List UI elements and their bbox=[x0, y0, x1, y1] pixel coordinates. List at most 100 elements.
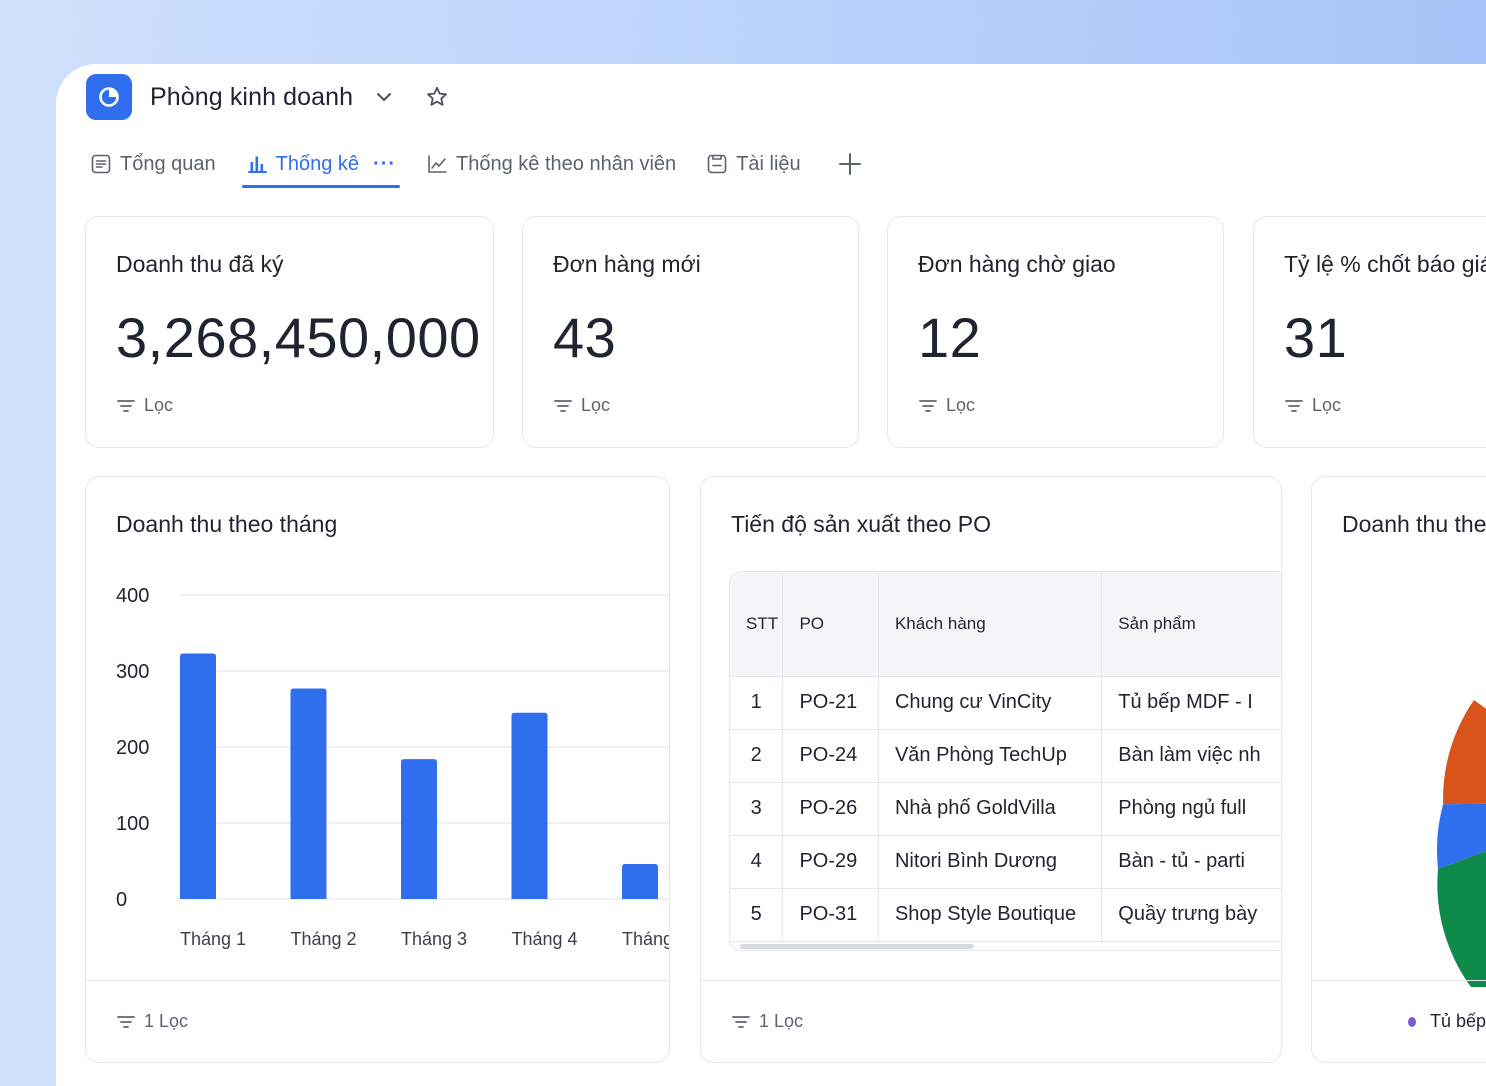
cell-po: PO-21 bbox=[782, 676, 879, 730]
filter-button[interactable]: 1 Lọc bbox=[116, 1011, 188, 1032]
filter-icon bbox=[919, 399, 937, 412]
filter-label: 1 Lọc bbox=[144, 1011, 189, 1031]
bar[interactable] bbox=[290, 688, 327, 899]
tab-label: Tài liệu bbox=[736, 152, 801, 175]
cell-po: PO-29 bbox=[782, 835, 879, 889]
cell-product: Bàn làm việc nh bbox=[1101, 729, 1281, 783]
table-row[interactable]: 1 PO-21 Chung cư VinCity Tủ bếp MDF - I bbox=[730, 676, 1281, 730]
x-tick-label: Tháng 3 bbox=[401, 929, 467, 949]
kpi-value: 43 bbox=[553, 306, 617, 369]
horizontal-scrollbar[interactable] bbox=[740, 944, 974, 949]
table-row[interactable]: 3 PO-26 Nhà phố GoldVilla Phòng ngủ full bbox=[730, 782, 1281, 836]
filter-button[interactable]: Lọc bbox=[918, 395, 975, 416]
y-tick-label: 100 bbox=[116, 813, 149, 835]
kpi-title: Đơn hàng mới bbox=[553, 251, 701, 277]
column-header-stt[interactable]: STT bbox=[730, 572, 784, 677]
po-table-container[interactable]: STT PO Khách hàng Sản phẩm 1 PO-21 Chung c… bbox=[729, 571, 1281, 951]
line-chart-icon bbox=[426, 153, 448, 175]
pie-slice[interactable] bbox=[1437, 802, 1486, 987]
tab-documents[interactable]: Tài liệu bbox=[702, 140, 804, 188]
star-icon[interactable] bbox=[425, 85, 449, 109]
cell-customer: Shop Style Boutique bbox=[878, 888, 1103, 942]
po-table: STT PO Khách hàng Sản phẩm 1 PO-21 Chung c… bbox=[730, 572, 1281, 942]
x-tick-label: Tháng 1 bbox=[180, 929, 246, 949]
cell-customer: Chung cư VinCity bbox=[878, 676, 1103, 730]
kpi-value: 3,268,450,000 bbox=[116, 306, 481, 369]
filter-icon bbox=[1285, 399, 1303, 412]
filter-label: 1 Lọc bbox=[759, 1011, 804, 1031]
bar[interactable] bbox=[622, 864, 658, 899]
kpi-card-new-orders: Đơn hàng mới 43 Lọc bbox=[522, 216, 859, 448]
revenue-pie-chart bbox=[1436, 628, 1486, 987]
cell-product: Quầy trưng bày bbox=[1101, 888, 1281, 942]
pie-slice[interactable] bbox=[1443, 700, 1486, 805]
table-row[interactable]: 2 PO-24 Văn Phòng TechUp Bàn làm việc nh bbox=[730, 729, 1281, 783]
tab-staff-statistics[interactable]: Thống kê theo nhân viên bbox=[422, 140, 680, 188]
cell-customer: Nitori Bình Dương bbox=[878, 835, 1103, 889]
column-header-customer[interactable]: Khách hàng bbox=[878, 572, 1103, 677]
filter-label: Lọc bbox=[144, 395, 174, 415]
revenue-bar-chart: 0 100 200 300 400 Tháng 1 Tháng 2 Tháng 3 Tháng … bbox=[116, 585, 670, 949]
plus-icon bbox=[838, 153, 861, 175]
panel-title: Doanh thu theo tháng bbox=[116, 511, 338, 537]
x-tick-label: Tháng 5 bbox=[622, 929, 670, 949]
tab-statistics[interactable]: Thống kê ··· bbox=[241, 140, 401, 188]
cell-stt: 5 bbox=[730, 888, 784, 942]
y-tick-label: 200 bbox=[116, 737, 149, 759]
kpi-title: Tỷ lệ % chốt báo giá bbox=[1284, 251, 1486, 277]
panel-title: Doanh thu theo bbox=[1342, 511, 1486, 537]
tab-overview[interactable]: Tổng quan bbox=[86, 140, 220, 188]
table-row[interactable]: 4 PO-29 Nitori Bình Dương Bàn - tủ - parti bbox=[730, 835, 1281, 889]
legend-label[interactable]: Tủ bếp bbox=[1429, 1011, 1486, 1031]
tab-label: Tổng quan bbox=[120, 152, 216, 175]
filter-label: Lọc bbox=[946, 395, 976, 415]
cell-customer: Nhà phố GoldVilla bbox=[878, 782, 1103, 836]
filter-button[interactable]: 1 Lọc bbox=[731, 1011, 803, 1032]
pie-slice[interactable] bbox=[1474, 628, 1486, 802]
panel-footer: Tủ bếp bbox=[1312, 980, 1486, 1062]
panel-footer: 1 Lọc bbox=[701, 980, 1281, 1062]
more-options-icon[interactable]: ··· bbox=[373, 152, 397, 175]
filter-icon bbox=[117, 1015, 135, 1028]
tab-bar: Tổng quan Thống kê ··· Thống kê theo nhâ… bbox=[86, 140, 863, 188]
po-progress-panel: Tiến độ sản xuất theo PO STT PO Khách hà… bbox=[700, 476, 1282, 1063]
y-tick-label: 400 bbox=[116, 585, 149, 607]
panel-footer: 1 Lọc bbox=[86, 980, 669, 1062]
kpi-card-pending-orders: Đơn hàng chờ giao 12 Lọc bbox=[887, 216, 1224, 448]
cell-po: PO-26 bbox=[782, 782, 879, 836]
pie-slice[interactable] bbox=[1436, 802, 1486, 869]
bar[interactable] bbox=[180, 653, 216, 899]
kpi-value: 31 bbox=[1284, 306, 1348, 369]
page-title: Phòng kinh doanh bbox=[150, 82, 354, 111]
revenue-by-month-panel: Doanh thu theo tháng 0 100 200 300 400 Tháng … bbox=[85, 476, 670, 1063]
cell-stt: 1 bbox=[730, 676, 784, 730]
document-icon bbox=[90, 153, 112, 175]
filter-icon bbox=[117, 399, 135, 412]
revenue-by-category-panel: Doanh thu theo Tủ bếp bbox=[1311, 476, 1486, 1063]
bar[interactable] bbox=[511, 712, 548, 899]
column-header-po[interactable]: PO bbox=[782, 572, 879, 677]
tab-label: Thống kê bbox=[275, 152, 360, 175]
add-tab-button[interactable] bbox=[837, 140, 863, 188]
filter-button[interactable]: Lọc bbox=[1284, 395, 1341, 416]
cell-po: PO-24 bbox=[782, 729, 879, 783]
filter-button[interactable]: Lọc bbox=[553, 395, 610, 416]
y-tick-label: 300 bbox=[116, 661, 149, 683]
cell-customer: Văn Phòng TechUp bbox=[878, 729, 1103, 783]
column-header-product[interactable]: Sản phẩm bbox=[1101, 572, 1281, 677]
cell-product: Phòng ngủ full bbox=[1101, 782, 1281, 836]
bar[interactable] bbox=[401, 759, 437, 899]
kpi-title: Doanh thu đã ký bbox=[116, 251, 284, 277]
cell-stt: 2 bbox=[730, 729, 784, 783]
pie-chart-app-icon bbox=[86, 74, 132, 120]
table-row[interactable]: 5 PO-31 Shop Style Boutique Quầy trưng bày bbox=[730, 888, 1281, 942]
filter-label: Lọc bbox=[581, 395, 611, 415]
chevron-down-icon[interactable] bbox=[375, 88, 393, 106]
cell-product: Bàn - tủ - parti bbox=[1101, 835, 1281, 889]
filter-button[interactable]: Lọc bbox=[116, 395, 173, 416]
cell-product: Tủ bếp MDF - I bbox=[1101, 676, 1281, 730]
tab-label: Thống kê theo nhân viên bbox=[456, 152, 677, 175]
cell-stt: 4 bbox=[730, 835, 784, 889]
x-tick-label: Tháng 4 bbox=[512, 929, 578, 949]
filter-icon bbox=[732, 1015, 750, 1028]
